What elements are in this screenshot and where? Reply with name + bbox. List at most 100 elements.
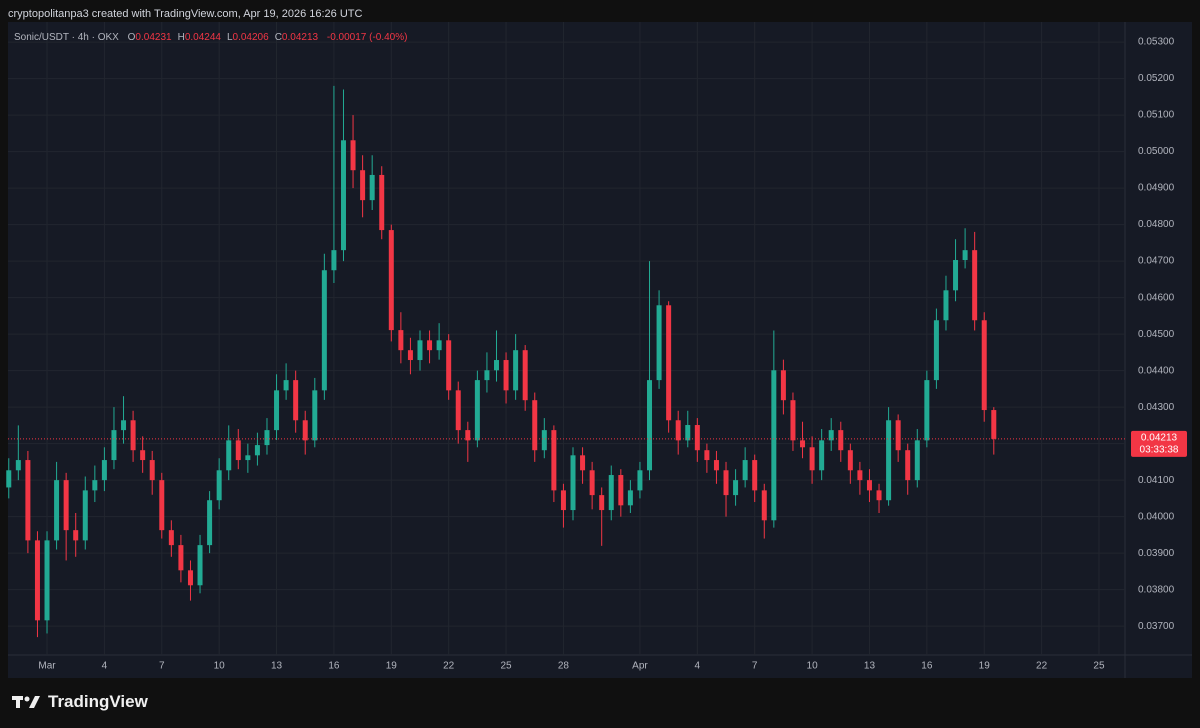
candle-body (130, 420, 136, 451)
legend-key: C (274, 32, 282, 43)
y-tick-label: 0.04300 (1138, 402, 1175, 413)
candle-body (847, 450, 853, 471)
candle-body (771, 370, 777, 521)
candle-body (647, 380, 653, 471)
candle-body (302, 420, 308, 441)
candle-body (101, 460, 107, 481)
x-tick-label: 10 (807, 661, 819, 672)
y-tick-label: 0.04000 (1138, 511, 1175, 522)
x-tick-label: 19 (386, 661, 398, 672)
y-tick-label: 0.04400 (1138, 365, 1175, 376)
candle-body (321, 270, 327, 391)
y-tick-label: 0.04700 (1138, 256, 1175, 267)
candle-body (675, 420, 681, 441)
candle-body (627, 490, 633, 506)
candle-body (283, 380, 289, 391)
candle-body (570, 455, 576, 511)
x-tick-label: 25 (500, 661, 512, 672)
y-tick-label: 0.03900 (1138, 548, 1175, 559)
price-tag (1131, 430, 1187, 457)
candle-body (140, 450, 146, 461)
y-tick-label: 0.04800 (1138, 219, 1175, 230)
candle-body (168, 530, 174, 546)
footer-logo: TradingView (12, 692, 148, 712)
candle-body (560, 490, 566, 511)
x-tick-label: 7 (752, 661, 758, 672)
candle-body (933, 320, 939, 381)
candle-body (54, 480, 60, 541)
x-tick-label: 25 (1093, 661, 1105, 672)
candle-body (427, 340, 433, 351)
x-tick-label: Apr (632, 661, 648, 672)
candle-body (608, 475, 614, 511)
candle-body (752, 460, 758, 491)
candle-body (972, 250, 978, 321)
x-tick-label: 10 (214, 661, 226, 672)
candle-body (838, 430, 844, 451)
candle-body (34, 540, 40, 621)
legend-value: 0.04213 (281, 32, 319, 43)
candle-body (207, 500, 213, 546)
candle-body (379, 174, 385, 231)
legend-key: H (177, 32, 185, 43)
candle-body (656, 305, 662, 381)
candle-body (943, 290, 949, 321)
candle-body (340, 140, 346, 251)
x-tick-label: 13 (864, 661, 876, 672)
candle-body (857, 470, 863, 481)
candle-body (886, 420, 892, 501)
candle-body (790, 400, 796, 441)
candle-body (522, 350, 528, 401)
candle-body (312, 390, 318, 441)
candle-body (953, 260, 959, 291)
x-tick-label: 19 (979, 661, 991, 672)
symbol-legend: Sonic/USDT · 4h · OKX O0.04231 H0.04244 L0… (14, 32, 407, 43)
candle-body (92, 480, 98, 491)
candle-body (905, 450, 911, 481)
x-tick-label: 22 (443, 661, 455, 672)
candle-body (254, 445, 260, 456)
candle-body (293, 380, 299, 421)
y-tick-label: 0.04500 (1138, 329, 1175, 340)
logo-text: TradingView (48, 692, 148, 711)
candle-body (589, 470, 595, 496)
candle-body (819, 440, 825, 471)
candle-body (360, 170, 366, 201)
candle-body (637, 470, 643, 491)
candle-body (809, 447, 815, 471)
x-tick-label: 13 (271, 661, 283, 672)
x-tick-label: 16 (328, 661, 340, 672)
logo-icon (12, 696, 40, 708)
countdown: 03:33:38 (1140, 445, 1179, 456)
candle-body (866, 480, 872, 491)
candle-body (800, 440, 806, 448)
x-tick-label: Mar (38, 661, 56, 672)
legend-value: 0.04206 (232, 32, 269, 43)
candle-body (159, 480, 165, 531)
candle-body (407, 350, 413, 361)
candle-body (685, 425, 691, 441)
x-tick-label: 7 (159, 661, 165, 672)
candle-body (474, 380, 480, 441)
candle-body (532, 400, 538, 451)
candle-body (436, 340, 442, 351)
candle-body (742, 460, 748, 481)
candle-body (44, 540, 50, 621)
legend-value: 0.04244 (184, 32, 221, 43)
candle-body (187, 570, 193, 586)
y-tick-label: 0.04100 (1138, 475, 1175, 486)
x-tick-label: 4 (695, 661, 701, 672)
candle-body (235, 440, 241, 461)
symbol: Sonic/USDT · 4h · OKX (14, 32, 119, 43)
y-tick-label: 0.05100 (1138, 110, 1175, 121)
candle-body (398, 330, 404, 351)
price-tag-label: 0.04213 (1141, 433, 1178, 444)
candle-body (618, 475, 624, 506)
change: -0.00017 (-0.40%) (326, 32, 408, 43)
candle-body (513, 350, 519, 391)
candle-body (694, 425, 700, 451)
candle-body (369, 174, 375, 201)
candle-body (111, 430, 117, 461)
legend-key: O (127, 32, 136, 43)
